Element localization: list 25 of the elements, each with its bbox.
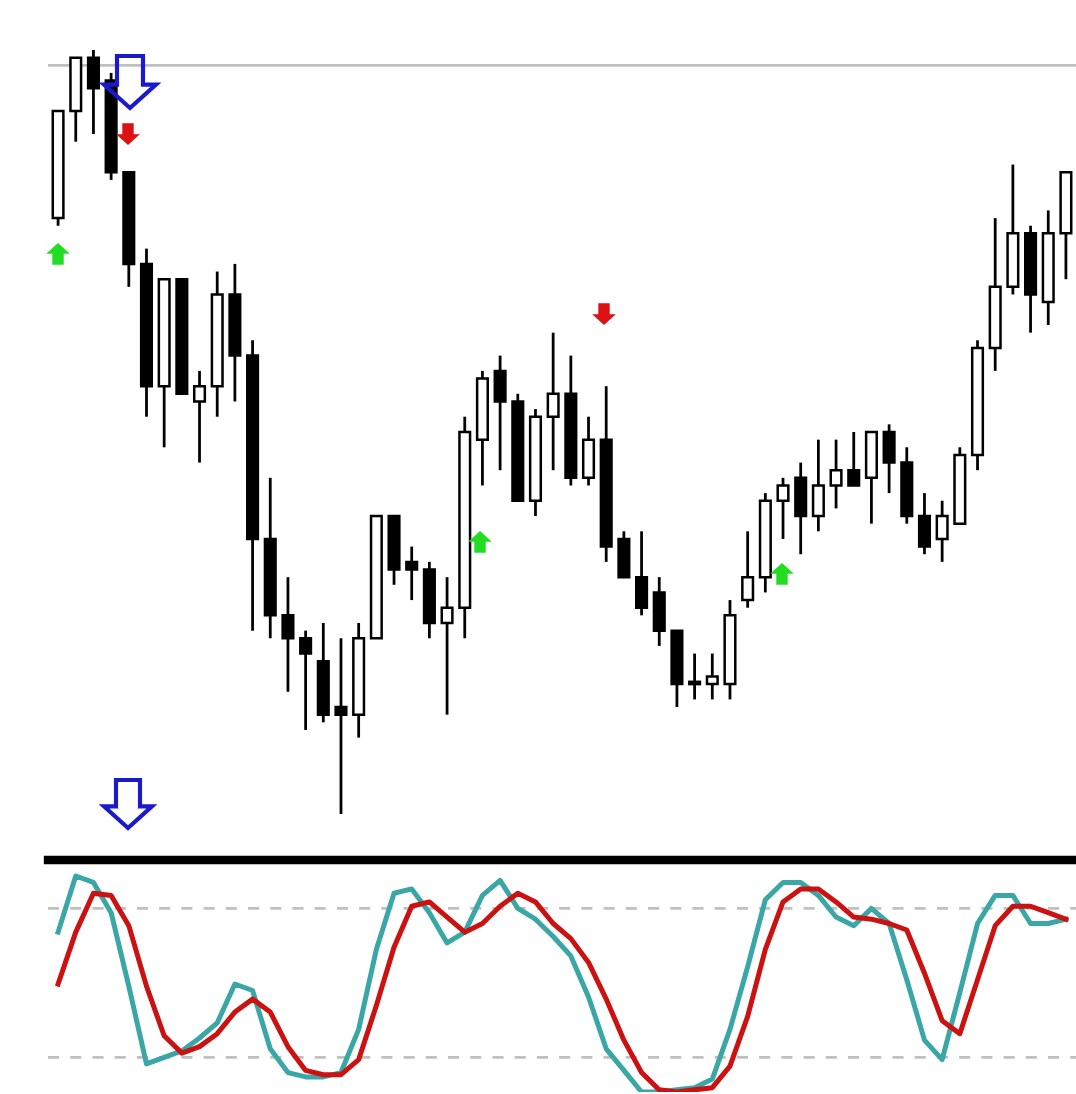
- candlestick: [847, 430, 861, 487]
- candlestick: [705, 652, 719, 701]
- candlestick: [405, 545, 419, 602]
- candlestick: [864, 430, 878, 526]
- candlestick: [192, 369, 207, 464]
- candlestick: [917, 491, 932, 556]
- candlestick: [688, 652, 702, 701]
- candlestick: [546, 331, 560, 472]
- candlestick: [882, 422, 896, 495]
- candlestick: [334, 636, 348, 814]
- candlestick: [493, 354, 507, 472]
- candlestick: [829, 438, 843, 510]
- candlestick: [617, 529, 631, 579]
- candlestick: [652, 575, 666, 648]
- candlestick: [86, 50, 100, 136]
- candlestick: [935, 499, 949, 564]
- candlestick: [741, 529, 755, 610]
- candlestick: [811, 438, 825, 533]
- candlestick: [635, 529, 649, 617]
- candlestick: [440, 575, 454, 717]
- candlestick: [581, 415, 596, 487]
- candlestick: [281, 575, 295, 694]
- candlestick: [299, 629, 313, 732]
- candlestick: [776, 476, 790, 541]
- candlestick: [794, 461, 808, 556]
